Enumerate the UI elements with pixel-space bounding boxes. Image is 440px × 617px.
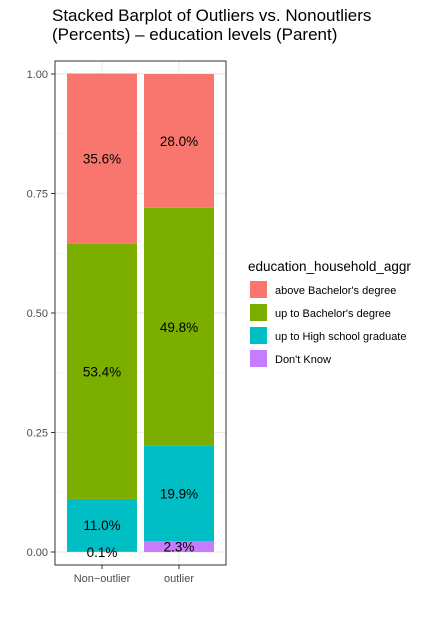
legend-key: [250, 304, 267, 321]
bar-segment: [67, 73, 137, 244]
segment-label: 53.4%: [83, 364, 121, 379]
x-tick-label: Non−outlier: [74, 573, 131, 585]
y-tick-label: 0.25: [27, 428, 48, 440]
legend-key: [250, 327, 267, 344]
plot-panel: 0.1% 2.3% 11.0% 19.9% 53.4% 49.8% 35.6% 28.0% 0.…: [27, 60, 227, 585]
bar-segment: [144, 74, 214, 208]
segment-label: 2.3%: [164, 540, 195, 555]
legend: education_household_aggr above Bachelor'…: [248, 259, 411, 367]
legend-entry: up to Bachelor's degree: [275, 308, 391, 320]
x-tick-label: outlier: [164, 573, 194, 585]
segment-label: 49.8%: [160, 320, 198, 335]
legend-entry: up to High school graduate: [275, 331, 406, 343]
legend-key: [250, 281, 267, 298]
segment-label: 35.6%: [83, 152, 121, 167]
legend-title: education_household_aggr: [248, 259, 411, 274]
y-tick-label: 0.00: [27, 547, 48, 559]
segment-label: 11.0%: [83, 518, 120, 533]
bar-segment: [144, 445, 214, 542]
bar-segment: [144, 541, 214, 552]
segment-label: 0.1%: [87, 545, 118, 560]
chart-title-line-1: Stacked Barplot of Outliers vs. Nonoutli…: [52, 6, 371, 25]
y-tick-label: 0.50: [27, 308, 48, 320]
y-tick-label: 0.75: [27, 189, 48, 201]
bar-segment: [67, 498, 137, 552]
chart-title-line-2: (Percents) – education levels (Parent): [52, 25, 337, 44]
y-tick-label: 1.00: [27, 69, 48, 81]
segment-label: 19.9%: [160, 486, 198, 501]
legend-key: [250, 350, 267, 367]
legend-entry: above Bachelor's degree: [275, 285, 396, 297]
bar-segment: [67, 243, 137, 499]
legend-entry: Don't Know: [275, 354, 331, 366]
segment-label: 28.0%: [160, 134, 198, 149]
bar-segment: [144, 207, 214, 446]
